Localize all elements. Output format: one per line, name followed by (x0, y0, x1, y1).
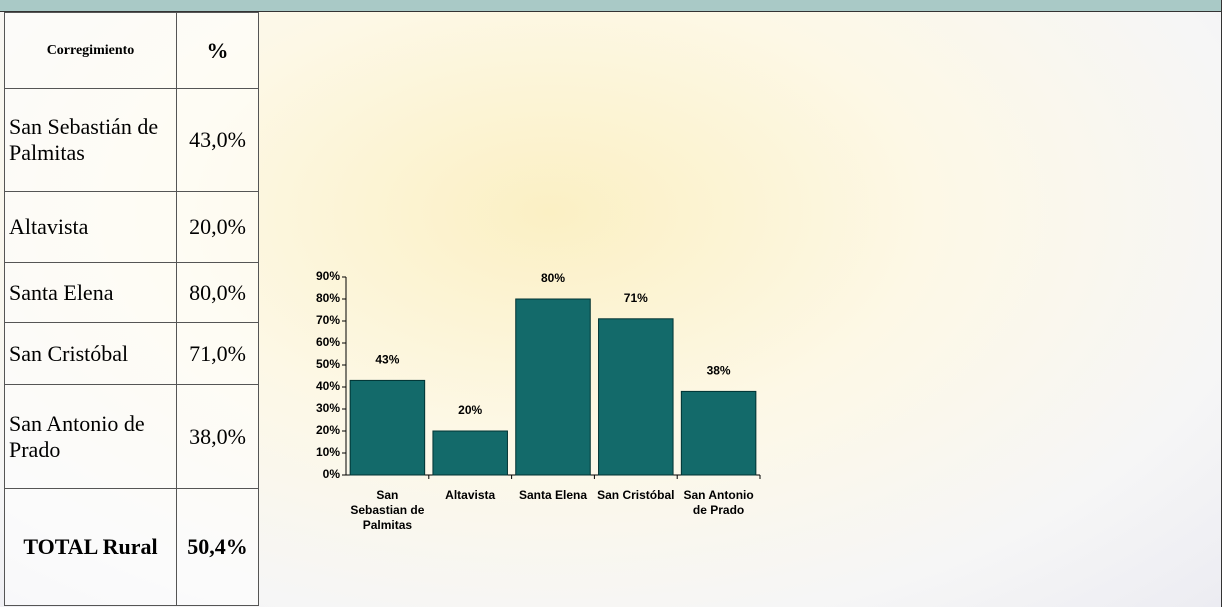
cell: 50,4% (176, 488, 259, 606)
cell: 71,0% (176, 322, 259, 385)
y-tick-label: 30% (316, 401, 340, 415)
bar (432, 430, 508, 476)
header-cell: Corregimiento (4, 12, 177, 89)
cell: San Cristóbal (4, 322, 177, 385)
x-tick-label: Altavista (445, 488, 496, 502)
data-label: 80% (541, 271, 565, 285)
bar (349, 379, 426, 476)
y-tick-label: 80% (316, 291, 340, 305)
cell: Altavista (4, 191, 177, 263)
x-tick-label: San Cristóbal (597, 488, 675, 502)
bar (515, 298, 591, 476)
data-label: 43% (375, 353, 399, 367)
header-cell: % (176, 12, 259, 89)
y-tick-label: 20% (316, 423, 340, 437)
cell: 20,0% (176, 191, 259, 263)
row: San Sebastián de Palmitas 43,0% (4, 88, 259, 192)
y-tick-label: 70% (316, 313, 340, 327)
bar (598, 318, 674, 476)
data-label: 20% (458, 403, 482, 417)
data-label: 38% (707, 364, 731, 378)
top-bar (0, 0, 1222, 12)
x-tick-label: San Antonio de Prado (683, 488, 754, 517)
y-tick-label: 50% (316, 357, 340, 371)
y-tick-label: 40% (316, 379, 340, 393)
cell: 80,0% (176, 262, 259, 323)
x-tick-label: San Sebastian de Palmitas (350, 488, 425, 532)
y-tick-label: 90% (316, 269, 340, 283)
row: Santa Elena 80,0% (4, 262, 259, 323)
data-label: 71% (624, 291, 648, 305)
row: Altavista 20,0% (4, 191, 259, 263)
y-tick-label: 10% (316, 445, 340, 459)
y-tick-label: 0% (323, 467, 341, 481)
cell: San Sebastián de Palmitas (4, 88, 177, 192)
data-table: Corregimiento % San Sebastián de Palmita… (4, 12, 259, 606)
cell: Santa Elena (4, 262, 177, 323)
bar (680, 390, 757, 476)
x-tick-label: Santa Elena (518, 488, 588, 502)
cell: San Antonio de Prado (4, 384, 177, 489)
row: San Cristóbal 71,0% (4, 322, 259, 385)
total-row: TOTAL Rural 50,4% (4, 488, 259, 606)
y-tick-label: 60% (316, 335, 340, 349)
cell: 43,0% (176, 88, 259, 192)
header-row: Corregimiento % (4, 12, 259, 89)
cell: TOTAL Rural (4, 488, 177, 606)
